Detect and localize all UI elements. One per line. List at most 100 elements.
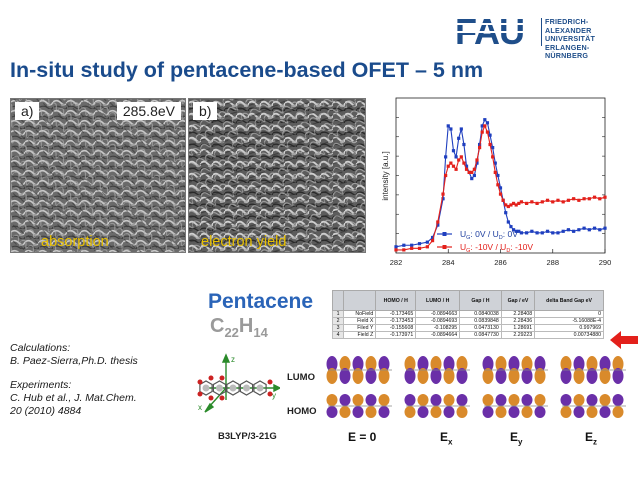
legend-label-series-1: UG: 0V / UD: 0V [460, 229, 518, 241]
orbital-lobe [352, 368, 364, 384]
series-1-point [592, 226, 597, 230]
series-1-point [475, 161, 479, 165]
table-row: 4 Field Z -0.173971 -0.0894664 0.0847730 2.29… [331, 331, 604, 339]
orbital-lobe [404, 406, 416, 418]
series-1-point [485, 121, 490, 125]
table-header-cell: LUMO / H [415, 290, 461, 311]
orbital-lobe [404, 368, 416, 384]
series-2-point [511, 201, 516, 205]
series-1-point [470, 177, 474, 181]
series-lines [394, 118, 607, 252]
series-2-point [519, 200, 523, 204]
table-cell: 0.0839848 [459, 317, 502, 325]
series-2-point [598, 197, 602, 201]
series-2-point [493, 170, 497, 174]
series-1-point [454, 155, 458, 159]
table-cell: 0 [534, 310, 604, 318]
orbital-lobe [365, 368, 377, 384]
orbital-lobe [417, 356, 429, 372]
series-2-point [483, 124, 487, 128]
series-1-point [514, 229, 518, 233]
series-1-point [598, 228, 602, 232]
carbon-atom [229, 384, 237, 392]
orbital-lobe [417, 368, 429, 384]
table-cell: 0.0847730 [459, 331, 502, 339]
series-1-point [441, 197, 445, 201]
orbital-lobe [482, 368, 494, 384]
table-cell: -0.0894664 [415, 331, 461, 339]
series-2-point [467, 170, 471, 174]
table-cell: 4 [331, 331, 345, 339]
table-cell: -0.108295 [415, 324, 461, 332]
series-2-point [530, 200, 534, 204]
orbital-lobe [560, 394, 572, 406]
series-1-point [556, 231, 560, 235]
orbital-lobe [482, 356, 494, 372]
series-1-point [545, 229, 550, 233]
table-cell: -0.173453 [375, 317, 417, 325]
benzene-ring [212, 380, 227, 396]
carbon-atom [216, 384, 223, 392]
series-1-point [498, 186, 503, 190]
energy-label-z: Ez [585, 430, 598, 447]
series-2-point [417, 246, 422, 250]
series-1-point [417, 242, 422, 246]
table-cell: 0.0473130 [459, 324, 502, 332]
orbital-lobe [443, 394, 455, 406]
orbital-lobe [521, 406, 533, 418]
orbital-lobe [365, 356, 377, 372]
orbital-lobe [326, 368, 338, 384]
series-2-point [441, 192, 445, 196]
orbital-lobe [573, 368, 585, 384]
series-1-point [483, 118, 487, 122]
series-2-point [496, 183, 500, 187]
orbital-lobe [612, 368, 624, 384]
x-tick-label: 288 [546, 258, 559, 267]
orbital-lobe [534, 368, 546, 384]
orbital-lobe [495, 368, 507, 384]
calculations-heading: Calculations: [10, 342, 71, 354]
series-1-point [587, 228, 591, 232]
carbon-atom [243, 384, 250, 392]
series-2-point [501, 198, 505, 202]
sem-image-electron-yield: b) electron yield [188, 98, 366, 253]
university-logo: FAU FRIEDRICH-ALEXANDER UNIVERSITÄT ERLA… [455, 14, 630, 60]
table-cell: 2 [331, 317, 345, 325]
series-2-point [506, 204, 510, 209]
sem-image-absorption: a) 285.8eV absorption [10, 98, 186, 253]
series-1-point [551, 231, 555, 235]
orbital-lobe [339, 394, 351, 406]
molecule-formula: C22H14 [210, 315, 268, 340]
orbital-lobe [378, 394, 390, 406]
orbital-lobe [378, 406, 390, 418]
series-1-point [410, 243, 414, 247]
logo-line-3: ERLANGEN-NÜRNBERG [545, 42, 590, 61]
series-2-point [394, 248, 398, 252]
series-2-point [517, 201, 521, 205]
series-2-point [485, 130, 490, 134]
series-2-point [470, 170, 474, 174]
series-1-point [561, 229, 565, 233]
orbital-lobe [508, 356, 520, 372]
table-row: 1 NoField -0.173465 -0.0894663 0.0840038 2.28… [331, 310, 604, 318]
orbital-lobe [586, 368, 598, 384]
orbital-lobe [365, 406, 377, 418]
orbital-lobe [456, 394, 468, 406]
energy-label-y: Ey [510, 430, 523, 447]
series-2-point [540, 200, 544, 204]
sem-texture-b [189, 99, 365, 252]
orbital-lobe [612, 406, 624, 418]
series-2-point [462, 161, 466, 165]
table-cell: Field Z [343, 331, 377, 339]
experiments-source-2: 20 (2010) 4884 [10, 405, 82, 417]
orbital-lobe [521, 356, 533, 372]
series-2-point [498, 192, 503, 196]
orbital-lobe [599, 406, 611, 418]
series-1-point [517, 229, 521, 233]
series-1-point [566, 228, 571, 232]
table-header-cell: HOMO / H [375, 290, 417, 311]
table-cell: -0.0894663 [415, 310, 461, 318]
legend-label-series-2: UG: -10V / UD: -10V [460, 242, 533, 254]
orbital-lobe [443, 406, 455, 418]
orbital-lobe [482, 394, 494, 406]
